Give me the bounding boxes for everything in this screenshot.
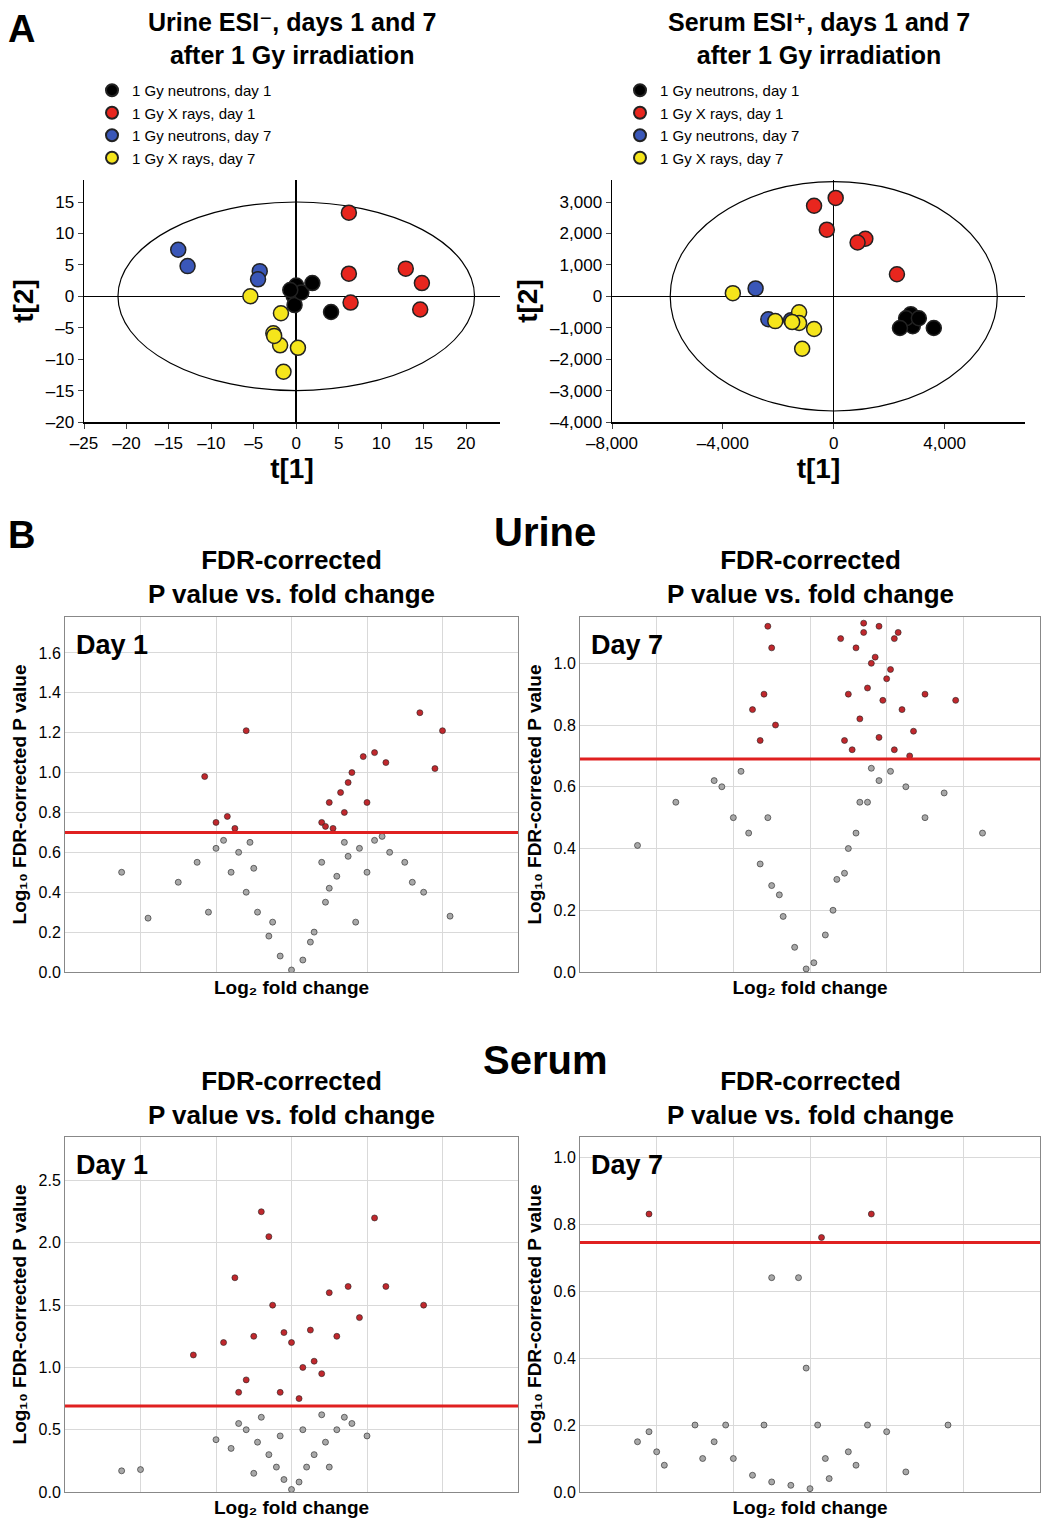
svg-text:0.8: 0.8 [39, 804, 61, 821]
svg-text:0.0: 0.0 [39, 964, 61, 981]
svg-text:–1,000: –1,000 [550, 319, 602, 338]
svg-text:–4,000: –4,000 [550, 413, 602, 432]
svg-text:Serum ESI⁺, days 1 and 7after: Serum ESI⁺, days 1 and 7after 1 Gy irrad… [668, 8, 970, 69]
svg-text:5: 5 [334, 434, 343, 453]
svg-text:–10: –10 [197, 434, 225, 453]
svg-text:Urine: Urine [494, 510, 596, 554]
svg-text:10: 10 [372, 434, 391, 453]
svg-text:–2,000: –2,000 [550, 350, 602, 369]
svg-text:3,000: 3,000 [560, 193, 603, 212]
svg-text:1.0: 1.0 [39, 1359, 61, 1376]
svg-text:0.4: 0.4 [554, 840, 576, 857]
svg-text:10: 10 [55, 224, 74, 243]
svg-text:0.6: 0.6 [554, 778, 576, 795]
svg-text:–15: –15 [46, 382, 74, 401]
svg-text:t[2]: t[2] [512, 279, 543, 323]
svg-text:0: 0 [292, 434, 301, 453]
svg-text:FDR-correctedP value vs. fold: FDR-correctedP value vs. fold change [148, 1066, 435, 1130]
svg-text:–5: –5 [55, 319, 74, 338]
svg-text:0.8: 0.8 [554, 1216, 576, 1233]
svg-text:1 Gy neutrons, day 7: 1 Gy neutrons, day 7 [660, 127, 799, 144]
svg-text:t[2]: t[2] [8, 279, 39, 323]
svg-text:2,000: 2,000 [560, 224, 603, 243]
svg-text:–10: –10 [46, 350, 74, 369]
svg-text:0.8: 0.8 [554, 717, 576, 734]
svg-text:Log₂ fold change: Log₂ fold change [214, 977, 369, 998]
svg-text:Day 1: Day 1 [76, 1150, 148, 1180]
svg-text:Day 7: Day 7 [591, 1150, 663, 1180]
svg-text:0: 0 [65, 287, 74, 306]
svg-text:–20: –20 [46, 413, 74, 432]
svg-text:1 Gy neutrons, day 1: 1 Gy neutrons, day 1 [132, 82, 271, 99]
svg-text:A: A [8, 8, 35, 50]
svg-text:1 Gy neutrons, day 1: 1 Gy neutrons, day 1 [660, 82, 799, 99]
svg-text:–8,000: –8,000 [586, 434, 638, 453]
svg-text:1 Gy X rays, day 7: 1 Gy X rays, day 7 [132, 150, 255, 167]
svg-text:1,000: 1,000 [560, 256, 603, 275]
svg-text:15: 15 [414, 434, 433, 453]
svg-text:Log₂ fold change: Log₂ fold change [732, 1497, 887, 1518]
svg-text:B: B [8, 514, 35, 556]
svg-text:–3,000: –3,000 [550, 382, 602, 401]
svg-text:t[1]: t[1] [797, 453, 841, 484]
svg-text:0: 0 [829, 434, 838, 453]
svg-text:1.0: 1.0 [554, 1149, 576, 1166]
svg-text:1.2: 1.2 [39, 724, 61, 741]
svg-text:2.0: 2.0 [39, 1234, 61, 1251]
svg-text:20: 20 [457, 434, 476, 453]
svg-text:–25: –25 [70, 434, 98, 453]
svg-text:Log₂ fold change: Log₂ fold change [214, 1497, 369, 1518]
svg-text:4,000: 4,000 [923, 434, 966, 453]
svg-text:FDR-correctedP value vs. fold: FDR-correctedP value vs. fold change [667, 1066, 954, 1130]
svg-text:0.6: 0.6 [39, 844, 61, 861]
svg-text:–15: –15 [155, 434, 183, 453]
svg-text:Serum: Serum [483, 1038, 608, 1082]
svg-text:–20: –20 [112, 434, 140, 453]
svg-text:Log₂ fold change: Log₂ fold change [732, 977, 887, 998]
svg-text:0.4: 0.4 [39, 884, 61, 901]
svg-text:0.2: 0.2 [39, 924, 61, 941]
svg-text:1.0: 1.0 [39, 764, 61, 781]
svg-text:Urine ESI⁻, days 1 and 7after: Urine ESI⁻, days 1 and 7after 1 Gy irrad… [148, 8, 436, 69]
svg-text:1 Gy X rays, day 1: 1 Gy X rays, day 1 [132, 105, 255, 122]
svg-text:Day 1: Day 1 [76, 630, 148, 660]
svg-text:–4,000: –4,000 [697, 434, 749, 453]
svg-text:2.5: 2.5 [39, 1172, 61, 1189]
svg-text:1.0: 1.0 [554, 655, 576, 672]
svg-text:0.0: 0.0 [39, 1484, 61, 1501]
svg-text:0.2: 0.2 [554, 902, 576, 919]
svg-text:FDR-correctedP value vs. fold: FDR-correctedP value vs. fold change [667, 545, 954, 609]
svg-text:1 Gy X rays, day 7: 1 Gy X rays, day 7 [660, 150, 783, 167]
svg-text:0.6: 0.6 [554, 1283, 576, 1300]
svg-text:0.0: 0.0 [554, 1484, 576, 1501]
svg-text:FDR-correctedP value vs. fold: FDR-correctedP value vs. fold change [148, 545, 435, 609]
svg-text:0.0: 0.0 [554, 964, 576, 981]
svg-text:5: 5 [65, 256, 74, 275]
svg-text:Day 7: Day 7 [591, 630, 663, 660]
svg-text:0.4: 0.4 [554, 1350, 576, 1367]
svg-text:1 Gy neutrons, day 7: 1 Gy neutrons, day 7 [132, 127, 271, 144]
svg-text:0.2: 0.2 [554, 1417, 576, 1434]
svg-text:1.5: 1.5 [39, 1297, 61, 1314]
svg-text:0: 0 [593, 287, 602, 306]
svg-text:Log₁₀ FDR-corrected P value: Log₁₀ FDR-corrected P value [524, 665, 545, 925]
svg-text:1.6: 1.6 [39, 645, 61, 662]
svg-text:Log₁₀ FDR-corrected P value: Log₁₀ FDR-corrected P value [9, 665, 30, 925]
svg-text:Log₁₀ FDR-corrected P value: Log₁₀ FDR-corrected P value [524, 1185, 545, 1445]
svg-text:1.4: 1.4 [39, 684, 61, 701]
svg-text:15: 15 [55, 193, 74, 212]
svg-text:0.5: 0.5 [39, 1421, 61, 1438]
svg-text:Log₁₀ FDR-corrected P value: Log₁₀ FDR-corrected P value [9, 1185, 30, 1445]
svg-text:1 Gy X rays, day 1: 1 Gy X rays, day 1 [660, 105, 783, 122]
svg-text:–5: –5 [244, 434, 263, 453]
svg-text:t[1]: t[1] [270, 453, 314, 484]
